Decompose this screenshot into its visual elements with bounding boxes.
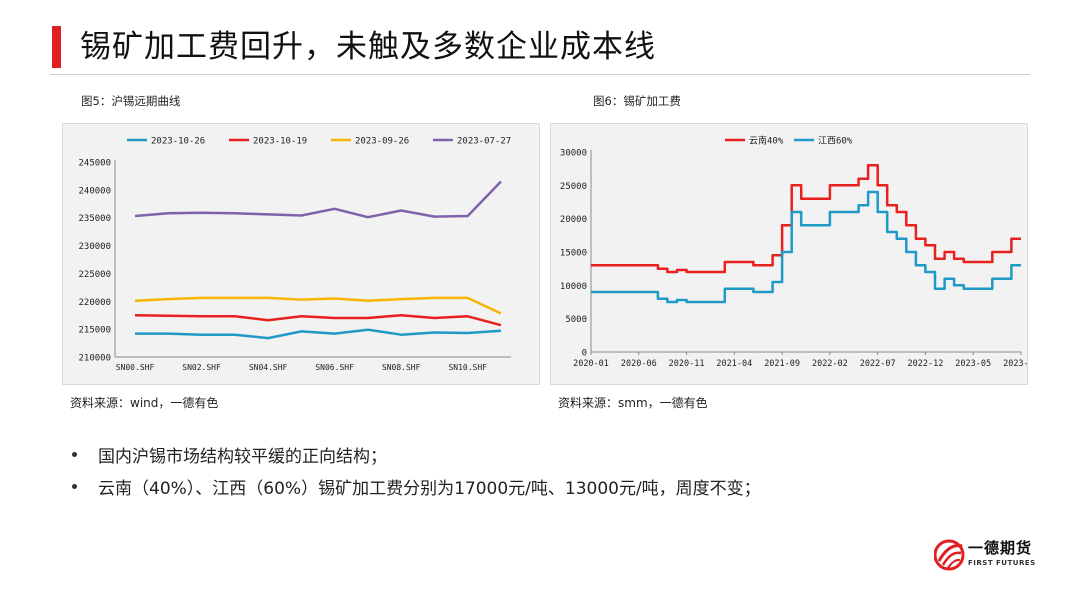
legend-label: 云南40%	[749, 135, 784, 147]
x-tick-label: 2020-11	[669, 359, 705, 369]
y-tick-label: 225000	[78, 270, 111, 280]
company-logo: 一德期货 FIRST FUTURES	[934, 535, 1044, 577]
figure5-caption: 图5：沪锡远期曲线	[81, 94, 181, 108]
y-tick-label: 245000	[78, 159, 111, 169]
x-tick-label: SN08.SHF	[382, 363, 421, 372]
x-tick-label: 2020-06	[621, 359, 657, 369]
page-title: 锡矿加工费回升，未触及多数企业成本线	[80, 29, 656, 65]
y-tick-label: 25000	[560, 182, 587, 192]
legend-label: 2023-10-26	[151, 137, 205, 147]
x-tick-label: 2023-05	[955, 359, 991, 369]
y-tick-label: 240000	[78, 186, 111, 196]
y-tick-label: 210000	[78, 354, 111, 364]
y-tick-label: 15000	[560, 249, 587, 259]
title-divider	[50, 74, 1030, 75]
bullet-text: 国内沪锡市场结构较平缓的正向结构；	[98, 446, 387, 467]
tin-ore-processing-fee-chart: 云南40% 江西60% 30000 25000 20000 15000 10000 5000 0…	[560, 135, 1027, 370]
tc-chart-panel: 云南40% 江西60% 30000 25000 20000 15000 10000 5000 0…	[550, 123, 1028, 385]
y-tick-label: 30000	[560, 149, 587, 159]
x-tick-label: SN02.SHF	[182, 363, 221, 372]
series-line	[135, 328, 502, 340]
x-tick-label: 2022-02	[812, 359, 848, 369]
series-line	[134, 296, 502, 315]
first-futures-logo-icon	[934, 539, 965, 571]
y-tick-label: 215000	[78, 326, 111, 336]
series-line	[591, 164, 1021, 274]
bullet-dot	[72, 451, 77, 457]
bullet-item: 国内沪锡市场结构较平缓的正向结构；	[70, 438, 761, 470]
figure6-source: 资料来源：smm，一德有色	[558, 396, 708, 410]
logo-name: 一德期货	[968, 539, 1033, 557]
y-tick-label: 5000	[565, 315, 587, 325]
x-tick-label: SN06.SHF	[315, 363, 354, 372]
series-line	[134, 313, 502, 327]
legend-label: 2023-10-19	[253, 137, 307, 147]
bullet-item: 云南（40%）、江西（60%）锡矿加工费分别为17000元/吨、13000元/吨…	[70, 470, 761, 502]
series-line	[134, 180, 502, 219]
forward-curve-chart-panel: 2023-10-26 2023-10-19 2023-09-26 2023-07-27…	[62, 123, 540, 385]
y-tick-label: 10000	[560, 282, 587, 292]
y-tick-label: 235000	[78, 214, 111, 224]
y-tick-label: 220000	[78, 298, 111, 308]
x-tick-label: 2020-01	[573, 359, 609, 369]
figure5-source: 资料来源：wind，一德有色	[70, 396, 219, 410]
x-tick-label: 2021-04	[716, 359, 752, 369]
y-tick-label: 230000	[78, 242, 111, 252]
x-tick-label: 2021-09	[764, 359, 800, 369]
title-accent-bar	[52, 26, 61, 68]
x-tick-label: SN10.SHF	[448, 363, 487, 372]
x-tick-label: SN00.SHF	[116, 363, 155, 372]
figure6-caption: 图6：锡矿加工费	[593, 94, 681, 108]
x-tick-label: 2022-07	[860, 359, 896, 369]
bullet-text: 云南（40%）、江西（60%）锡矿加工费分别为17000元/吨、13000元/吨…	[98, 478, 761, 499]
y-tick-label: 0	[582, 349, 587, 359]
x-tick-label: 2022-12	[908, 359, 944, 369]
bullet-dot	[72, 483, 77, 489]
legend-label: 2023-09-26	[355, 137, 409, 147]
y-tick-label: 20000	[560, 215, 587, 225]
x-tick-label: 2023-10	[1003, 359, 1027, 369]
series-line	[591, 190, 1021, 304]
logo-name-en: FIRST FUTURES	[968, 559, 1036, 567]
legend-label: 2023-07-27	[457, 137, 511, 147]
x-tick-label: SN04.SHF	[249, 363, 288, 372]
legend-label: 江西60%	[818, 136, 853, 147]
bullet-list: 国内沪锡市场结构较平缓的正向结构； 云南（40%）、江西（60%）锡矿加工费分别…	[70, 438, 761, 502]
forward-curve-chart: 2023-10-26 2023-10-19 2023-09-26 2023-07-27…	[78, 137, 511, 373]
